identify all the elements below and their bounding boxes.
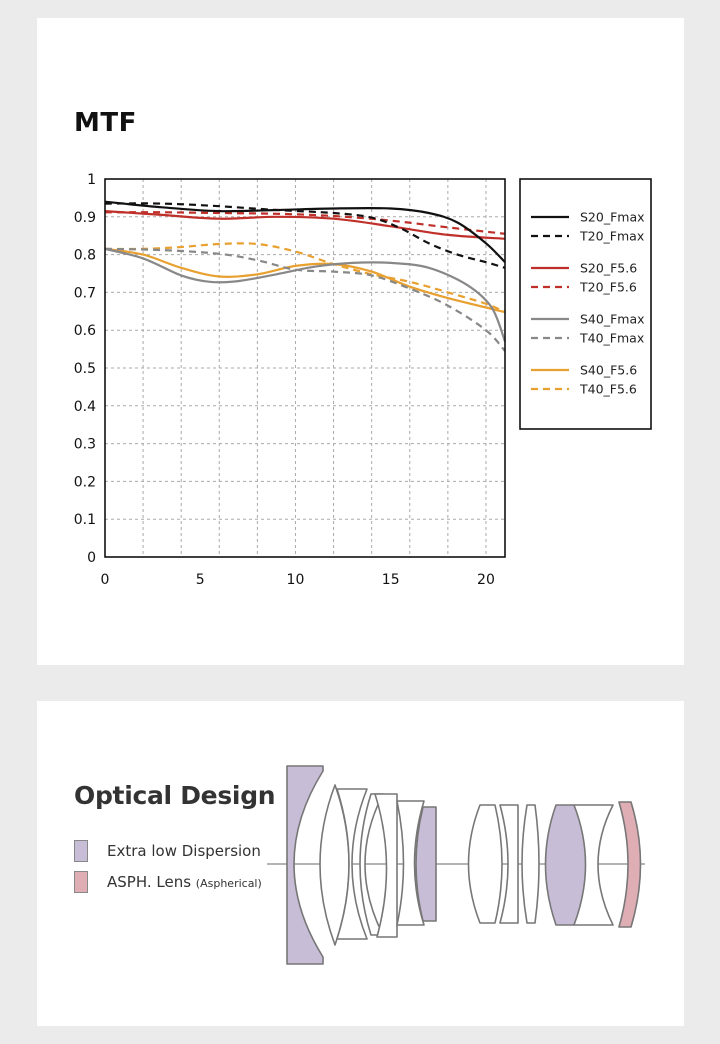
legend-asph-lens: ASPH. Lens (Aspherical) [74,870,262,894]
series-line-T20_Fmax [104,202,506,269]
y-tick-label: 0.9 [74,210,96,226]
optical-design-title: Optical Design [74,781,276,810]
optical-design-card: Optical Design Extra low Dispersion ASPH… [37,701,684,1026]
axis-ticks: 00.10.20.30.40.50.60.70.80.910 5 10 15 20 [74,172,495,588]
y-tick-label: 0 [87,550,96,566]
series-line-T40_F5.6 [104,242,506,314]
legend-extra-low-dispersion: Extra low Dispersion [74,839,261,863]
lens-element-8 [467,804,503,924]
series-line-S20_F5.6 [104,210,506,240]
asph-lens-swatch [74,871,88,893]
x-tick-label: 15 [382,572,400,588]
y-tick-label: 0.2 [74,474,96,490]
mtf-chart: 00.10.20.30.40.50.60.70.80.910 5 10 15 20 S2… [74,172,652,588]
lens-element-asph-13 [618,801,642,928]
legend-box [519,178,652,430]
legend-label: S20_Fmax [580,210,645,225]
legend-label: S40_F5.6 [580,363,637,378]
y-tick-label: 0.1 [74,512,96,528]
lens-element-5 [374,793,398,938]
series-line-T40_Fmax [104,247,506,352]
lens-element-ed-1 [286,765,324,965]
series-line-S40_F5.6 [104,247,506,314]
mtf-card: MTF 0 0.1 0.2 0.3 0.4 0.5 0.6 0.7 0.8 0.9 1 0 5 10 15 2… [37,18,684,665]
legend-label: T20_Fmax [579,229,644,244]
legend-label: T20_F5.6 [579,280,637,295]
chart-series [104,200,507,352]
legend-label: S40_Fmax [580,312,645,327]
x-tick-label: 10 [287,572,305,588]
legend-label: S20_F5.6 [580,261,637,276]
lens-element-3 [336,788,368,940]
chart-grid [105,179,505,557]
extra-low-dispersion-label: Extra low Dispersion [107,842,261,860]
plot-frame [104,178,506,558]
y-tick-label: 0.5 [74,361,96,377]
mtf-title: MTF [74,108,137,138]
lens-diagram [267,765,645,965]
legend-label: T40_F5.6 [579,382,637,397]
series-line-S40_Fmax [104,247,507,342]
lens-element-6 [396,800,425,926]
y-tick-label: 0.7 [74,285,96,301]
series-line-S20_Fmax [104,200,506,263]
lens-element-10 [521,804,540,924]
x-tick-label: 5 [196,572,205,588]
y-tick-label: 0.6 [74,323,96,339]
lens-element-9 [499,804,519,924]
y-tick-label: 0.8 [74,248,96,264]
lens-element-ed-7 [415,806,437,922]
x-tick-label: 20 [477,572,495,588]
y-tick-label: 0.3 [74,437,96,453]
series-line-T20_F5.6 [104,211,506,235]
y-tick-label: 0.4 [74,399,96,415]
x-tick-label: 0 [101,572,110,588]
extra-low-dispersion-swatch [74,840,88,862]
y-tick-label: 1 [87,172,96,188]
chart-legend: S20_Fmax T20_Fmax S20_F5.6 T20_F5.6 S40_Fmax… [519,178,652,430]
legend-label: T40_Fmax [579,331,644,346]
asph-lens-label: ASPH. Lens (Aspherical) [107,873,262,891]
lens-element-12 [573,804,614,926]
